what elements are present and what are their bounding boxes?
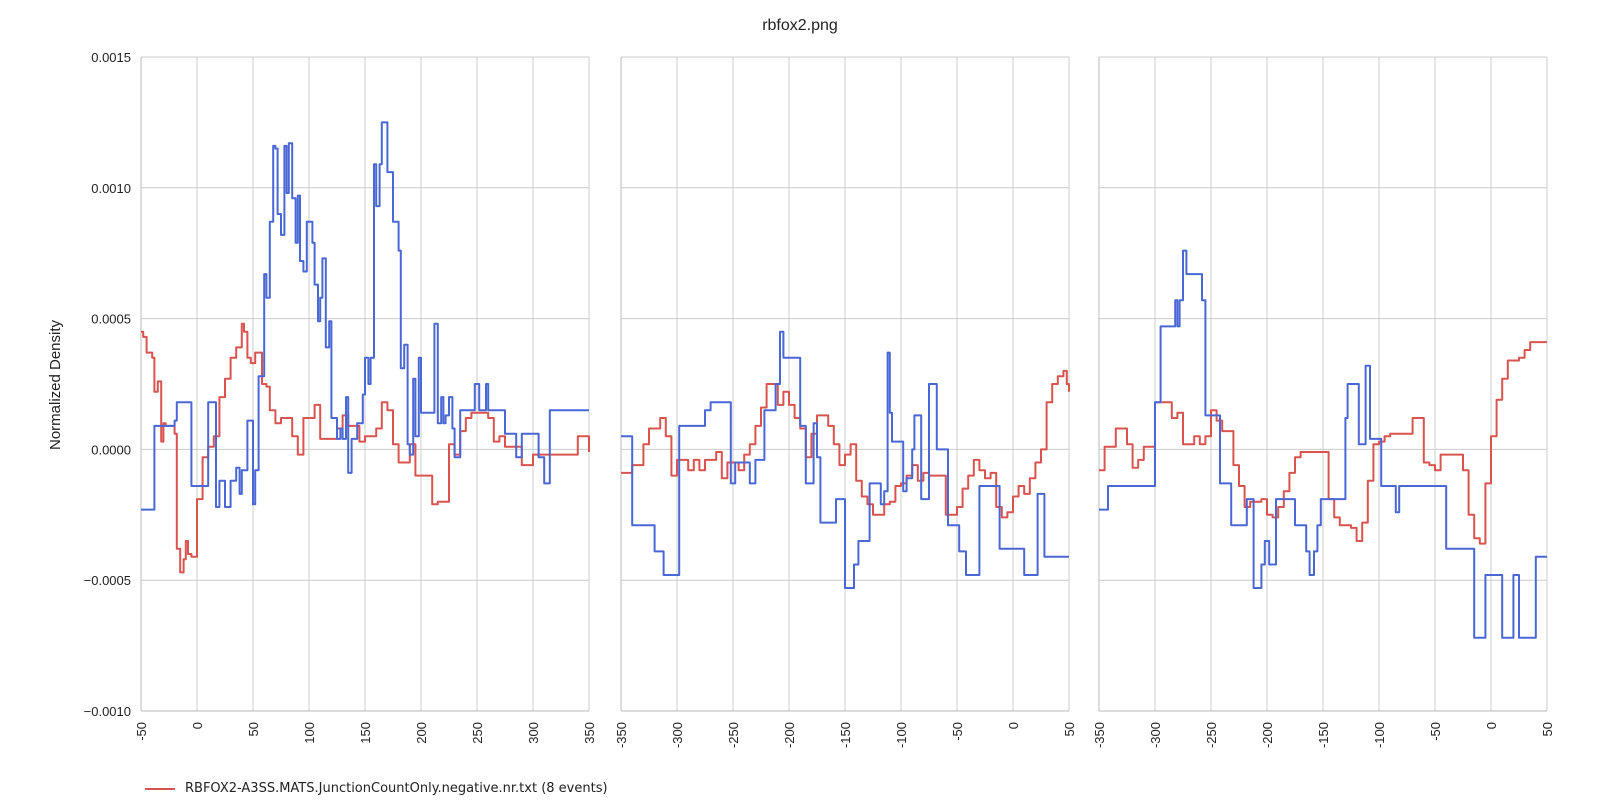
y-axis-label: Normalized Density [47, 319, 64, 450]
series-line-blue [141, 121, 589, 511]
series-line-red [621, 369, 1070, 519]
x-tick-label: -200 [1260, 722, 1275, 748]
x-tick-label: 250 [470, 722, 485, 744]
x-tick-label: -300 [670, 722, 685, 748]
x-tick-label: -250 [726, 722, 741, 748]
x-tick-label: -150 [838, 722, 853, 748]
series-line-blue [1099, 249, 1547, 639]
x-tick-label: -50 [1428, 722, 1443, 741]
series-line-blue [621, 330, 1069, 589]
x-tick-label: -350 [1092, 722, 1107, 748]
x-tick-label: 350 [582, 722, 597, 744]
x-tick-label: 0 [190, 722, 205, 729]
x-tick-label: 50 [1540, 722, 1555, 736]
plot-area: −0.0010 −0.0005 0.0000 0.0005 0.0010 0.0015 -5… [84, 50, 1555, 748]
x-tick-label: -100 [894, 722, 909, 748]
chart-title: rbfox2.png [762, 17, 838, 34]
x-tick-label: -200 [782, 722, 797, 748]
x-tick-label: -250 [1204, 722, 1219, 748]
x-tick-label: 50 [1062, 722, 1077, 736]
x-tick-label: 100 [302, 722, 317, 744]
legend-swatch [145, 787, 175, 790]
legend-label: RBFOX2-A3SS.MATS.JunctionCountOnly.negat… [185, 781, 608, 796]
series-line-red [1099, 341, 1547, 545]
y-tick-label: 0.0015 [91, 50, 131, 65]
x-tick-label: 0 [1006, 722, 1021, 729]
y-tick-label: −0.0010 [84, 704, 131, 719]
x-tick-label: -100 [1372, 722, 1387, 748]
x-tick-label: 300 [526, 722, 541, 744]
y-tick-label: −0.0005 [84, 573, 131, 588]
y-tick-label: 0.0005 [91, 312, 131, 327]
x-tick-label: 200 [414, 722, 429, 744]
x-tick-label: -50 [134, 722, 149, 741]
y-tick-label: 0.0010 [91, 181, 131, 196]
x-tick-label: -300 [1148, 722, 1163, 748]
series-line-red [141, 322, 590, 574]
y-tick-label: 0.0000 [91, 442, 131, 457]
legend: RBFOX2-A3SS.MATS.JunctionCountOnly.negat… [145, 781, 608, 796]
x-tick-label: -150 [1316, 722, 1331, 748]
x-tick-label: 150 [358, 722, 373, 744]
x-tick-label: 50 [246, 722, 261, 736]
x-tick-label: 0 [1484, 722, 1499, 729]
x-tick-label: -50 [950, 722, 965, 741]
x-tick-label: -350 [614, 722, 629, 748]
